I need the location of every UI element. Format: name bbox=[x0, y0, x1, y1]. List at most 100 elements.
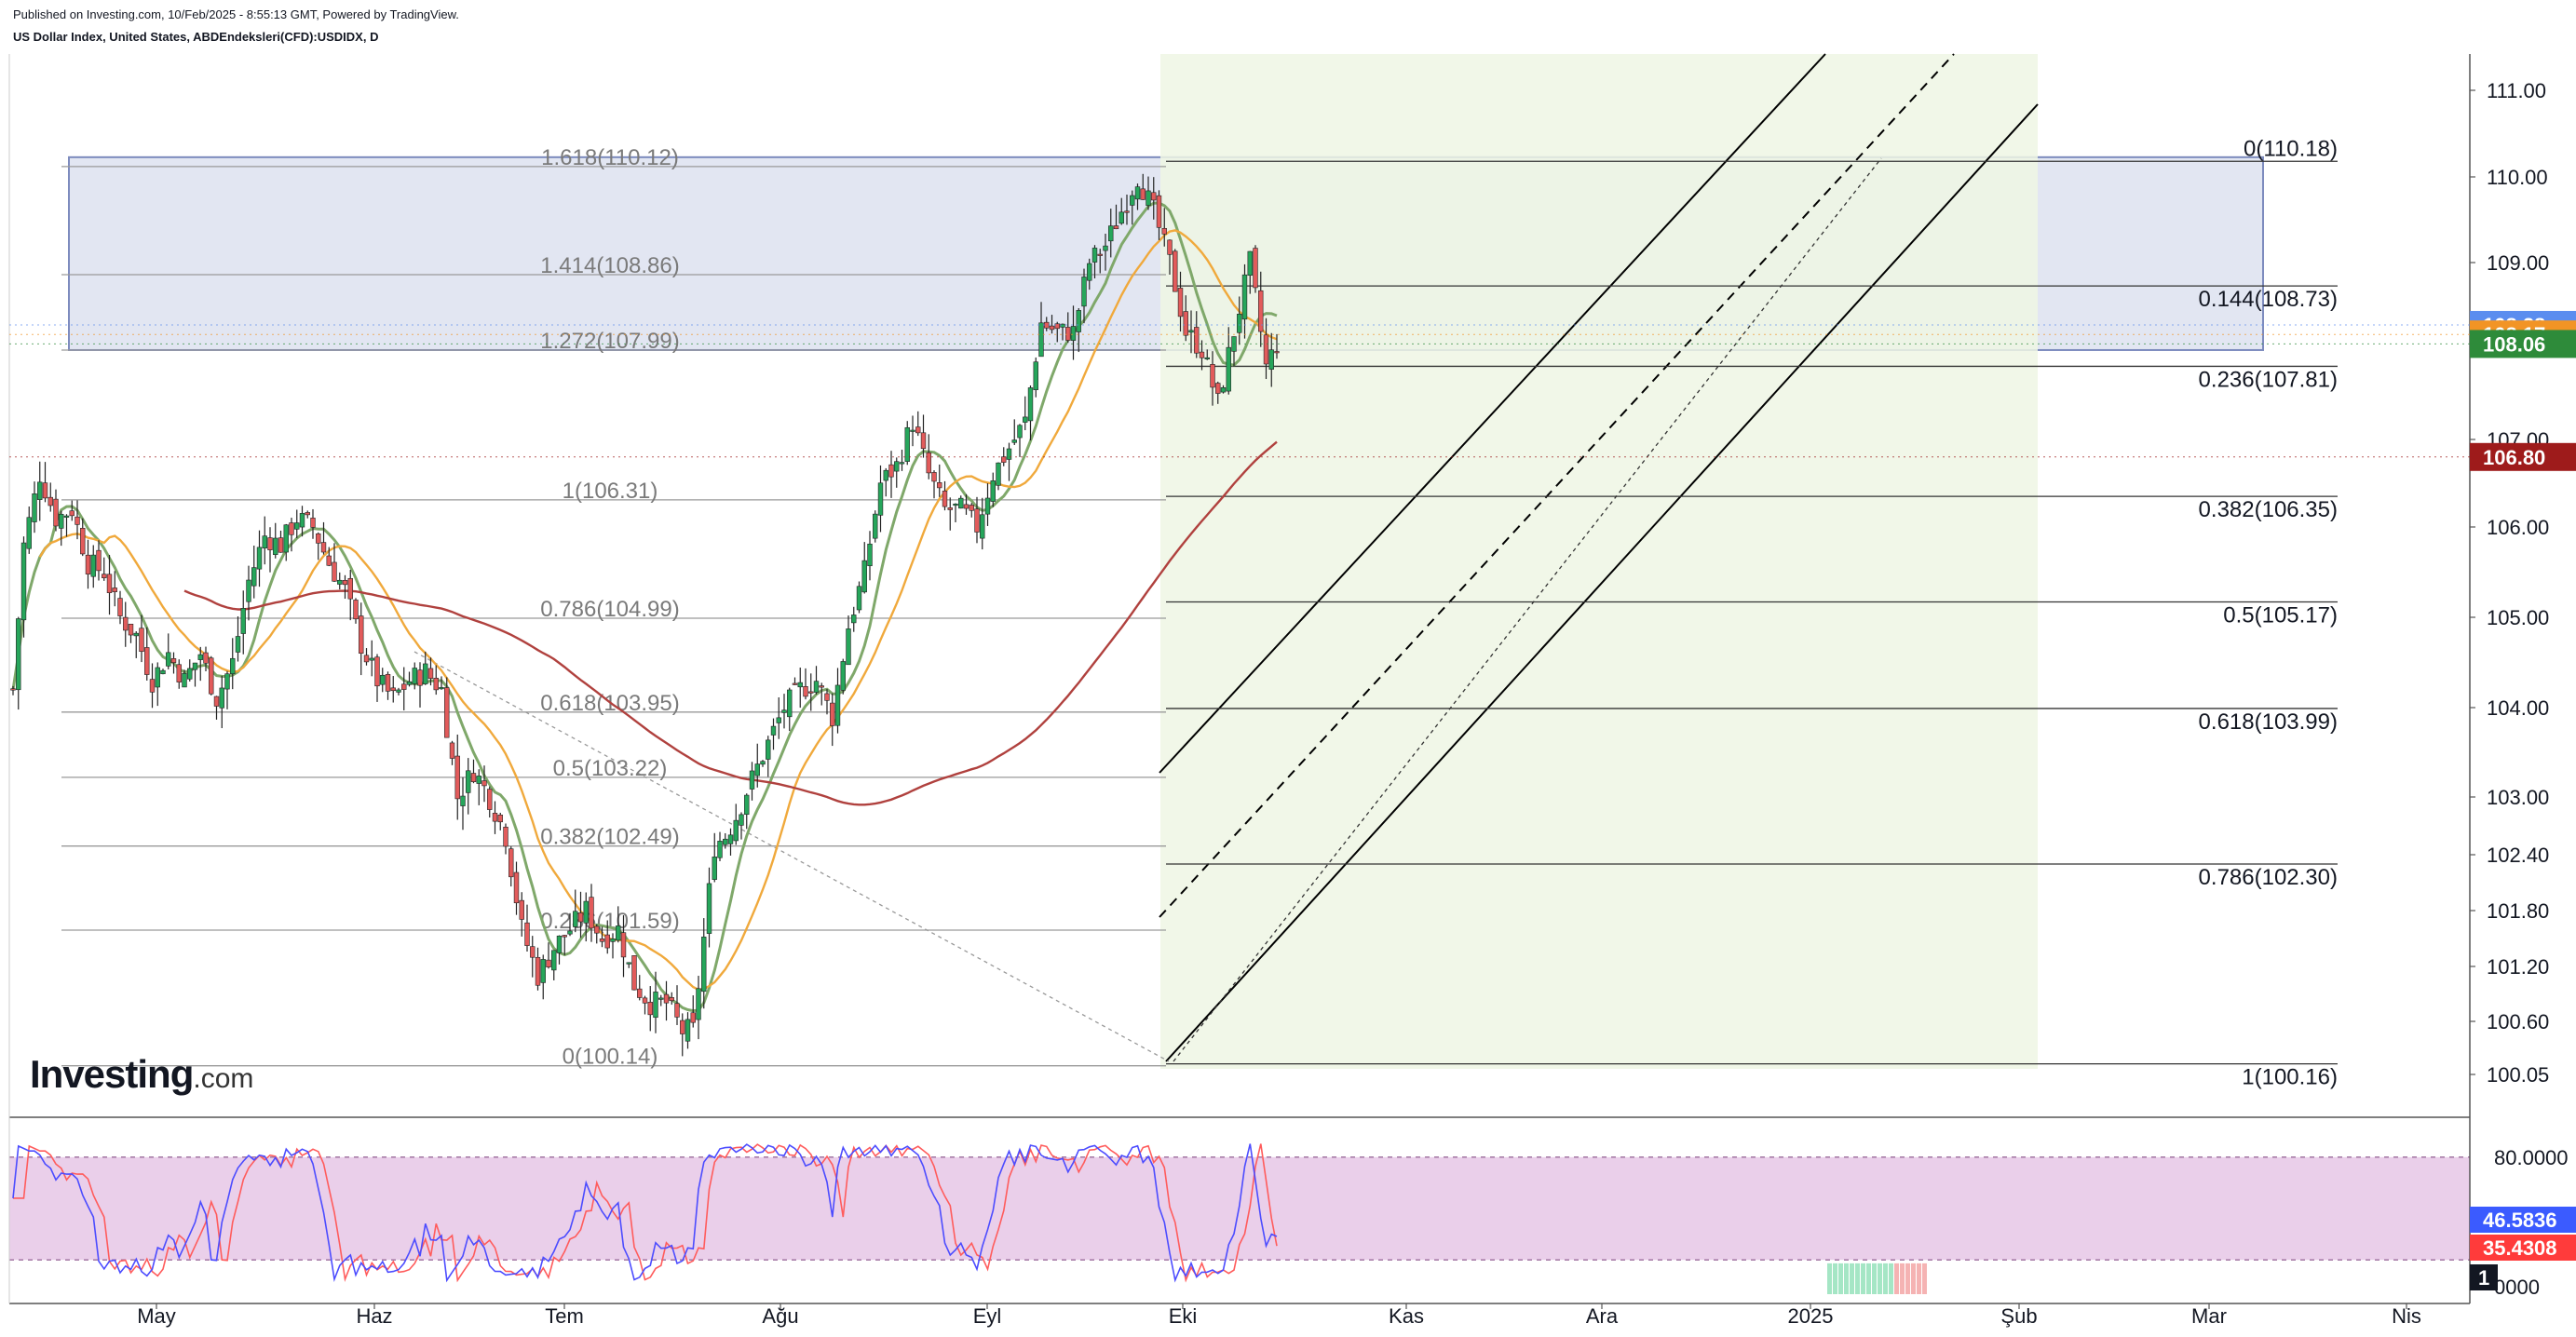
candle-body[interactable] bbox=[690, 1012, 696, 1023]
candle-body[interactable] bbox=[910, 429, 915, 432]
candle-body[interactable] bbox=[63, 515, 70, 518]
candle-body[interactable] bbox=[1017, 425, 1023, 439]
candle-body[interactable] bbox=[781, 709, 787, 713]
candle-body[interactable] bbox=[423, 663, 428, 684]
candle-body[interactable] bbox=[942, 491, 948, 507]
candle-body[interactable] bbox=[717, 841, 723, 858]
candle-body[interactable] bbox=[209, 657, 214, 695]
candle-body[interactable] bbox=[262, 535, 267, 548]
candle-body[interactable] bbox=[524, 922, 530, 946]
candle-body[interactable] bbox=[599, 939, 605, 942]
candle-body[interactable] bbox=[990, 480, 996, 502]
candle-body[interactable] bbox=[535, 956, 541, 986]
candle-body[interactable] bbox=[75, 516, 80, 525]
candle-body[interactable] bbox=[567, 930, 573, 935]
candle-body[interactable] bbox=[963, 504, 969, 509]
candle-body[interactable] bbox=[417, 669, 423, 686]
candle-body[interactable] bbox=[770, 725, 777, 736]
candle-body[interactable] bbox=[1113, 225, 1119, 230]
candle-body[interactable] bbox=[219, 687, 224, 709]
candle-body[interactable] bbox=[616, 925, 621, 941]
candle-body[interactable] bbox=[1146, 190, 1151, 206]
candle-body[interactable] bbox=[246, 579, 251, 602]
candle-body[interactable] bbox=[1151, 192, 1157, 201]
candle-body[interactable] bbox=[915, 426, 921, 434]
candle-body[interactable] bbox=[294, 522, 300, 530]
candle-body[interactable] bbox=[577, 912, 584, 923]
candle-body[interactable] bbox=[685, 1019, 691, 1042]
candle-body[interactable] bbox=[289, 522, 294, 535]
candle-body[interactable] bbox=[1130, 195, 1135, 206]
candle-body[interactable] bbox=[106, 574, 113, 593]
candle-body[interactable] bbox=[888, 464, 894, 478]
candle-body[interactable] bbox=[953, 503, 958, 506]
candle-body[interactable] bbox=[256, 547, 263, 570]
candle-body[interactable] bbox=[1140, 188, 1146, 200]
candle-body[interactable] bbox=[401, 683, 407, 690]
candle-body[interactable] bbox=[85, 554, 91, 574]
candle-body[interactable] bbox=[513, 871, 520, 904]
candle-body[interactable] bbox=[920, 432, 927, 450]
candle-body[interactable] bbox=[760, 761, 766, 765]
candle-body[interactable] bbox=[546, 959, 551, 968]
candle-body[interactable] bbox=[937, 482, 942, 489]
candle-body[interactable] bbox=[230, 657, 236, 675]
candle-body[interactable] bbox=[610, 939, 616, 942]
candle-body[interactable] bbox=[1156, 195, 1162, 228]
candle-body[interactable] bbox=[766, 739, 771, 760]
candle-body[interactable] bbox=[653, 992, 658, 1019]
candle-body[interactable] bbox=[573, 911, 578, 927]
candle-body[interactable] bbox=[1011, 439, 1017, 443]
candle-body[interactable] bbox=[363, 655, 370, 663]
candle-body[interactable] bbox=[856, 586, 862, 611]
candle-body[interactable] bbox=[846, 628, 851, 666]
candle-body[interactable] bbox=[396, 689, 401, 693]
candle-body[interactable] bbox=[830, 702, 835, 726]
candle-body[interactable] bbox=[808, 691, 814, 694]
candle-body[interactable] bbox=[326, 555, 332, 566]
candle-body[interactable] bbox=[727, 834, 734, 844]
candle-body[interactable] bbox=[427, 668, 434, 679]
candle-body[interactable] bbox=[1247, 250, 1253, 277]
candle-body[interactable] bbox=[203, 652, 209, 664]
candle-body[interactable] bbox=[904, 426, 910, 462]
candle-body[interactable] bbox=[1033, 361, 1038, 390]
candle-body[interactable] bbox=[637, 988, 643, 998]
candle-body[interactable] bbox=[90, 554, 96, 577]
candle-body[interactable] bbox=[1076, 310, 1081, 332]
candle-body[interactable] bbox=[674, 1003, 680, 1018]
candle-body[interactable] bbox=[1188, 330, 1194, 333]
candle-body[interactable] bbox=[492, 813, 498, 822]
candle-body[interactable] bbox=[283, 524, 289, 553]
candle-body[interactable] bbox=[626, 962, 631, 965]
candle-body[interactable] bbox=[680, 1020, 685, 1034]
candle-body[interactable] bbox=[454, 755, 460, 800]
candle-body[interactable] bbox=[867, 543, 873, 567]
candle-body[interactable] bbox=[1097, 253, 1103, 256]
candle-body[interactable] bbox=[47, 496, 53, 506]
candle-body[interactable] bbox=[894, 461, 900, 472]
candle-body[interactable] bbox=[187, 668, 193, 680]
candle-body[interactable] bbox=[984, 497, 991, 515]
candle-body[interactable] bbox=[792, 682, 798, 685]
candle-body[interactable] bbox=[631, 955, 637, 991]
candle-body[interactable] bbox=[744, 794, 750, 816]
candle-body[interactable] bbox=[958, 497, 964, 509]
candle-body[interactable] bbox=[931, 472, 937, 482]
candle-body[interactable] bbox=[310, 518, 316, 528]
candle-body[interactable] bbox=[647, 1002, 653, 1016]
candle-body[interactable] bbox=[59, 513, 64, 529]
candle-body[interactable] bbox=[519, 899, 524, 920]
candle-body[interactable] bbox=[305, 512, 310, 516]
candle-body[interactable] bbox=[332, 561, 337, 582]
candle-body[interactable] bbox=[102, 574, 107, 578]
candle-body[interactable] bbox=[873, 513, 878, 539]
candle-body[interactable] bbox=[170, 658, 177, 663]
candle-body[interactable] bbox=[1103, 245, 1108, 251]
candle-body[interactable] bbox=[642, 997, 648, 1004]
candle-body[interactable] bbox=[824, 693, 830, 701]
candle-body[interactable] bbox=[1258, 290, 1264, 332]
candle-body[interactable] bbox=[620, 932, 627, 958]
candle-body[interactable] bbox=[1091, 248, 1098, 263]
